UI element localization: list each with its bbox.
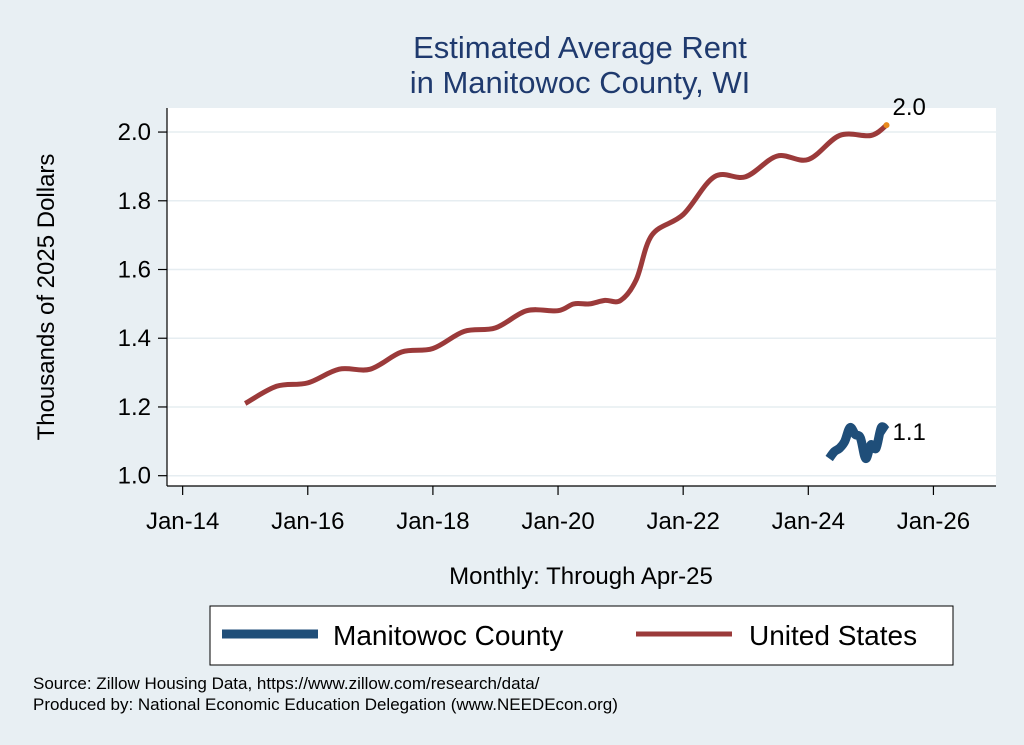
y-axis-title: Thousands of 2025 Dollars <box>33 154 60 441</box>
end-value-label: 2.0 <box>893 94 926 121</box>
x-axis-title: Monthly: Through Apr-25 <box>449 563 713 590</box>
y-tick-label: 1.0 <box>118 463 151 490</box>
legend-label-manitowoc: Manitowoc County <box>333 620 563 651</box>
y-tick-label: 1.4 <box>118 325 151 352</box>
y-tick-label: 1.6 <box>118 257 151 284</box>
x-tick-label: Jan-14 <box>146 508 219 535</box>
series-line-manitowoc-county <box>825 422 890 464</box>
legend-box <box>209 605 954 666</box>
y-axis-ticks: 1.0 1.2 1.4 1.6 1.8 2.0 <box>118 119 167 490</box>
source-line-1: Source: Zillow Housing Data, https://www… <box>33 674 540 693</box>
series-line-united-states <box>243 123 889 406</box>
x-tick-label: Jan-22 <box>646 508 719 535</box>
legend: Manitowoc County United States <box>209 605 954 666</box>
legend-label-united-states: United States <box>749 620 917 651</box>
x-axis-ticks: Jan-14 Jan-16 Jan-18 Jan-20 Jan-22 Jan-24 Jan-… <box>146 486 970 535</box>
y-tick-label: 1.2 <box>118 394 151 421</box>
y-tick-label: 2.0 <box>118 119 151 146</box>
x-tick-label: Jan-16 <box>271 508 344 535</box>
series-lines: 1.1 2.0 <box>243 94 926 464</box>
gridlines <box>167 131 996 477</box>
chart-title-line-2: in Manitowoc County, WI <box>410 65 751 100</box>
source-line-2: Produced by: National Economic Education… <box>33 695 618 714</box>
chart-title-line-1: Estimated Average Rent <box>413 30 747 65</box>
plot-area <box>167 108 996 486</box>
end-value-label: 1.1 <box>893 419 926 446</box>
x-tick-label: Jan-20 <box>521 508 594 535</box>
end-marker <box>883 122 890 129</box>
x-tick-label: Jan-26 <box>897 508 970 535</box>
x-tick-label: Jan-18 <box>396 508 469 535</box>
y-tick-label: 1.8 <box>118 188 151 215</box>
x-tick-label: Jan-24 <box>772 508 845 535</box>
